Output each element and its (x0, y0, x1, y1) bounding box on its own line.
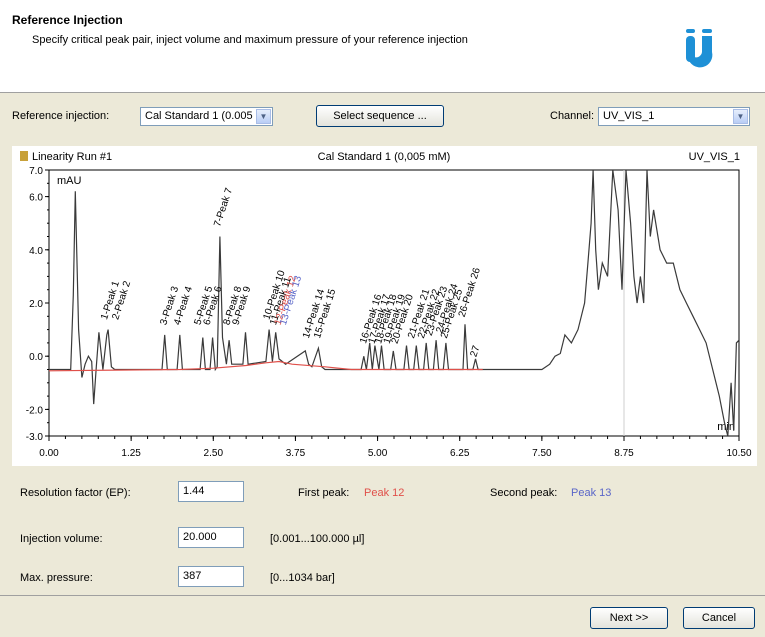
x-tick-label: 5.00 (368, 448, 388, 459)
reference-injection-select[interactable]: Cal Standard 1 (0.005 n ▼ (140, 107, 273, 126)
page-title: Reference Injection (12, 13, 123, 27)
reference-injection-value: Cal Standard 1 (0.005 n (145, 110, 262, 122)
x-tick-label: 0.00 (39, 448, 59, 459)
channel-select[interactable]: UV_VIS_1 ▼ (598, 107, 750, 126)
y-tick-label: 7.0 (29, 166, 43, 177)
select-sequence-button[interactable]: Select sequence ... (316, 105, 444, 127)
cancel-button[interactable]: Cancel (683, 607, 755, 629)
y-tick-label: -2.0 (26, 405, 44, 416)
max-pressure-field[interactable]: 387 (178, 566, 244, 587)
wizard-header: Reference Injection Specify critical pea… (0, 0, 765, 93)
y-tick-label: -3.0 (26, 432, 44, 443)
sequence-icon (20, 151, 28, 161)
injection-volume-field[interactable]: 20.000 (178, 527, 244, 548)
app-logo-icon (686, 29, 713, 68)
resolution-factor-field[interactable]: 1.44 (178, 481, 244, 502)
second-peak-label: Second peak: (490, 487, 558, 499)
first-peak-value: Peak 12 (364, 487, 405, 499)
chevron-down-icon[interactable]: ▼ (256, 109, 271, 124)
reference-injection-label: Reference injection: (12, 110, 110, 122)
x-tick-label: 7.50 (532, 448, 552, 459)
x-tick-label: 3.75 (286, 448, 306, 459)
next-button[interactable]: Next >> (590, 607, 668, 629)
channel-value: UV_VIS_1 (603, 110, 655, 122)
x-tick-label: 1.25 (121, 448, 141, 459)
resolution-factor-label: Resolution factor (EP): (20, 487, 131, 499)
chart-title-right: UV_VIS_1 (689, 151, 740, 163)
chromatogram-panel: Linearity Run #1 Cal Standard 1 (0,005 mM… (12, 146, 757, 466)
page-subtitle: Specify critical peak pair, inject volum… (32, 34, 468, 46)
x-tick-label: 10.50 (726, 448, 751, 459)
injection-volume-range: [0.001...100.000 µl] (270, 533, 365, 545)
x-tick-label: 2.50 (204, 448, 224, 459)
y-tick-label: 6.0 (29, 193, 43, 204)
y-tick-label: 0.0 (29, 352, 43, 363)
x-tick-label: 8.75 (614, 448, 634, 459)
chromatogram-chart[interactable]: Linearity Run #1 Cal Standard 1 (0,005 mM… (12, 146, 757, 466)
max-pressure-label: Max. pressure: (20, 572, 93, 584)
footer-divider (0, 595, 765, 596)
baseline-trace (49, 360, 483, 372)
injection-volume-label: Injection volume: (20, 533, 103, 545)
second-peak-value: Peak 13 (571, 487, 612, 499)
x-tick-label: 6.25 (450, 448, 470, 459)
max-pressure-range: [0...1034 bar] (270, 572, 335, 584)
channel-label: Channel: (550, 110, 595, 122)
y-axis-label: mAU (57, 175, 82, 187)
chevron-down-icon[interactable]: ▼ (733, 109, 748, 124)
first-peak-label: First peak: (298, 487, 350, 499)
y-tick-label: 2.0 (29, 299, 43, 310)
chart-title-center: Cal Standard 1 (0,005 mM) (318, 151, 451, 163)
peak-label: 27 (469, 344, 483, 358)
y-tick-label: 4.0 (29, 246, 43, 257)
chart-title-left: Linearity Run #1 (32, 151, 112, 163)
